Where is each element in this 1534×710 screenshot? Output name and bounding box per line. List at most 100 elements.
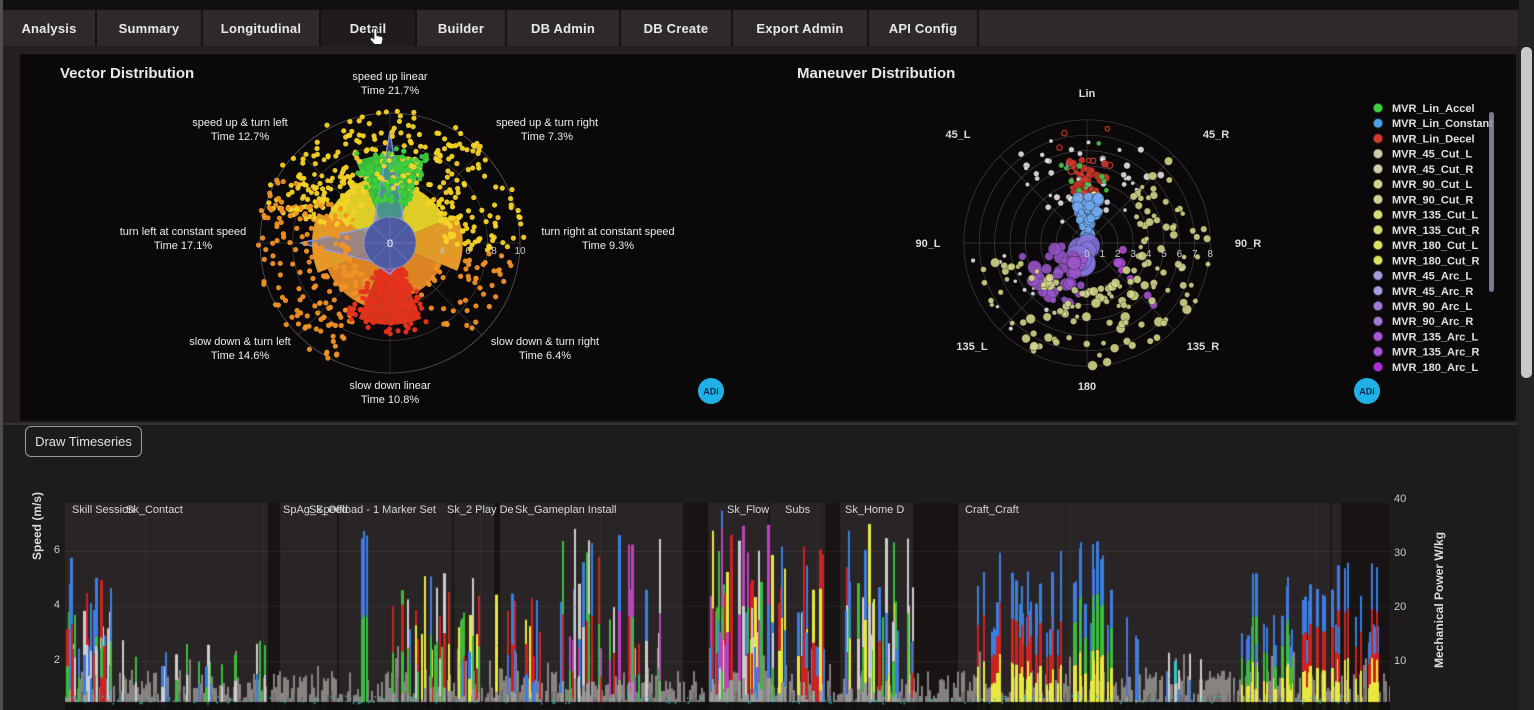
legend-dot [1372,345,1384,358]
legend-item[interactable]: MVR_45_Arc_L [1372,269,1472,283]
tab-builder[interactable]: Builder [417,10,505,46]
svg-text:10: 10 [514,246,526,257]
maneuver-axis-label: 90_L [915,238,940,250]
speed-tick: 2 [53,654,60,666]
tab-analysis[interactable]: Analysis [3,10,95,46]
legend-dot [1372,254,1384,267]
tab-export-admin[interactable]: Export Admin [733,10,867,46]
legend-label: MVR_180_Cut_R [1392,255,1479,267]
adi-logo: ADi [698,378,724,404]
legend-item[interactable]: MVR_135_Arc_R [1372,345,1479,359]
maneuver-legend[interactable]: MVR_Lin_Accel MVR_Lin_Constant MVR_Lin_Dec… [1372,102,1494,374]
legend-item[interactable]: MVR_180_Cut_L [1372,239,1478,252]
legend-label: MVR_45_Cut_L [1392,149,1472,161]
legend-dot [1372,132,1384,145]
tab-api-config[interactable]: API Config [869,10,977,46]
legend-dot [1372,163,1384,175]
power-axis-label: Mechanical Power W/kg [1432,531,1446,668]
svg-text:0: 0 [1084,249,1090,260]
distribution-charts-panel[interactable]: Vector Distribution 0 4 6 8 10 speed up linear… [20,54,1516,421]
legend-label: MVR_90_Arc_L [1392,301,1472,313]
maneuver-axis-label: 90_R [1235,238,1261,250]
legend-item[interactable]: MVR_135_Arc_L [1372,330,1478,343]
legend-item[interactable]: MVR_135_Cut_R [1372,224,1479,237]
legend-item[interactable]: MVR_45_Cut_L [1372,147,1472,161]
session-label: SpAg_Speed [283,504,348,516]
power-tick: 30 [1394,547,1407,559]
maneuver-distribution-chart[interactable]: Maneuver Distribution 0 1 2 3 4 5 6 7 8 Lin 45_R 90_… [797,65,1261,393]
maneuver-axis-label: 135_R [1187,341,1219,353]
legend-item[interactable]: MVR_90_Arc_R [1372,315,1473,328]
tab-longitudinal[interactable]: Longitudinal [203,10,319,46]
tab-db-create[interactable]: DB Create [621,10,731,46]
legend-item[interactable]: MVR_Lin_Decel [1372,132,1475,145]
svg-text:1: 1 [1100,249,1106,260]
svg-text:Time 10.8%: Time 10.8% [361,394,420,406]
legend-item[interactable]: MVR_Lin_Accel [1372,102,1475,115]
svg-text:ADi: ADi [1359,387,1375,397]
svg-text:ADi: ADi [703,387,719,397]
svg-text:5: 5 [1161,249,1167,260]
legend-item[interactable]: MVR_180_Arc_L [1372,361,1478,374]
legend-dot [1372,178,1384,190]
legend-label: MVR_90_Cut_R [1392,194,1473,206]
session-label: Subs [785,504,811,516]
legend-item[interactable]: MVR_45_Arc_R [1372,285,1473,298]
tab-db-admin[interactable]: DB Admin [507,10,619,46]
svg-text:3: 3 [1130,249,1136,260]
top-nav: Analysis Summary Longitudinal Detail Builder… [3,10,1518,46]
legend-item[interactable]: MVR_45_Cut_R [1372,163,1473,176]
legend-dot [1372,102,1384,114]
legend-item[interactable]: MVR_90_Cut_R [1372,193,1473,206]
power-tick: 20 [1394,601,1407,613]
svg-text:Time 17.1%: Time 17.1% [154,240,213,252]
nav-filler [979,10,1518,46]
window-scrollbar-thumb[interactable] [1521,47,1532,378]
legend-dot [1372,300,1384,312]
legend-item[interactable]: MVR_135_Cut_L [1372,208,1478,222]
maneuver-axis-label: 135_L [956,341,987,353]
draw-timeseries-button[interactable]: Draw Timeseries [25,426,142,457]
legend-dot [1372,224,1384,236]
legend-dot [1372,330,1384,343]
legend-scrollbar[interactable] [1489,112,1494,292]
legend-label: MVR_Lin_Constant [1392,118,1493,130]
legend-item[interactable]: MVR_90_Arc_L [1372,300,1472,313]
legend-label: MVR_45_Arc_R [1392,286,1473,298]
session-label: Sk_2 Play De [447,504,514,516]
legend-item[interactable]: MVR_Lin_Constant [1372,117,1493,130]
session-label: Craft_Craft [965,504,1019,516]
vector-sector-label: slow down linear [349,380,431,392]
legend-item[interactable]: MVR_180_Cut_R [1372,254,1479,267]
legend-label: MVR_135_Arc_L [1392,331,1478,343]
svg-text:Time 7.3%: Time 7.3% [521,131,573,143]
vector-distribution-chart[interactable]: Vector Distribution 0 4 6 8 10 speed up linear… [60,65,675,406]
legend-label: MVR_180_Arc_L [1392,362,1478,374]
legend-item[interactable]: MVR_90_Cut_L [1372,178,1472,191]
tab-summary[interactable]: Summary [97,10,201,46]
window-scrollbar[interactable] [1519,0,1534,710]
vector-sector-label: slow down & turn right [491,336,599,348]
legend-label: MVR_90_Arc_R [1392,316,1473,328]
timeseries-chart[interactable] [65,503,1390,710]
svg-text:Time 14.6%: Time 14.6% [211,350,270,362]
legend-label: MVR_45_Arc_L [1392,271,1472,283]
legend-dot [1372,208,1384,221]
tab-detail[interactable]: Detail [321,10,415,46]
legend-label: MVR_45_Cut_R [1392,164,1473,176]
legend-label: MVR_Lin_Accel [1392,103,1475,115]
svg-text:0: 0 [387,238,393,250]
legend-dot [1372,285,1384,297]
legend-label: MVR_90_Cut_L [1392,179,1472,191]
svg-text:Time 6.4%: Time 6.4% [519,350,571,362]
legend-label: MVR_135_Arc_R [1392,347,1479,359]
legend-dot [1372,147,1384,160]
svg-text:Vector Distribution: Vector Distribution [60,65,194,82]
legend-dot [1372,315,1384,327]
svg-text:Maneuver Distribution: Maneuver Distribution [797,65,955,82]
legend-label: MVR_180_Cut_L [1392,240,1478,252]
session-label: Skill Session [72,504,135,516]
legend-label: MVR_Lin_Decel [1392,133,1475,145]
